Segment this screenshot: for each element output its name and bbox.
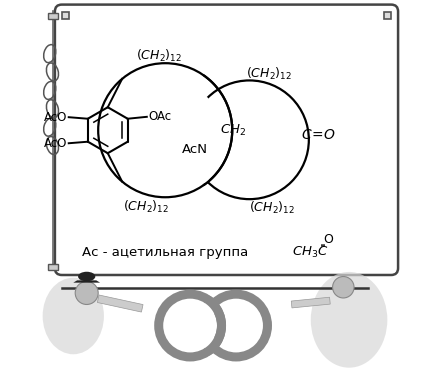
Text: AcO: AcO	[44, 111, 68, 124]
Text: $C\!=\!O$: $C\!=\!O$	[301, 128, 336, 142]
Text: AcO: AcO	[44, 137, 68, 150]
FancyArrow shape	[291, 297, 330, 308]
Circle shape	[75, 282, 98, 304]
Polygon shape	[73, 280, 100, 283]
FancyBboxPatch shape	[384, 12, 391, 19]
Ellipse shape	[43, 278, 104, 354]
Ellipse shape	[78, 272, 95, 281]
Text: $CH_3C$: $CH_3C$	[292, 245, 329, 260]
FancyBboxPatch shape	[62, 12, 69, 19]
FancyArrow shape	[97, 295, 143, 312]
Text: Ас - ацетильная группа: Ас - ацетильная группа	[82, 246, 249, 259]
Text: $(CH_2)_{12}$: $(CH_2)_{12}$	[123, 199, 169, 215]
Text: OAc: OAc	[148, 110, 171, 123]
Text: O: O	[323, 233, 333, 246]
Text: $(CH_2)_{12}$: $(CH_2)_{12}$	[249, 200, 295, 216]
Bar	[49, 264, 58, 270]
Text: $(CH_2)_{12}$: $(CH_2)_{12}$	[246, 65, 292, 82]
Ellipse shape	[311, 272, 387, 368]
Text: AcN: AcN	[182, 143, 208, 156]
Text: $CH_2$: $CH_2$	[220, 123, 246, 138]
Circle shape	[332, 277, 354, 298]
Text: $(CH_2)_{12}$: $(CH_2)_{12}$	[136, 47, 182, 64]
FancyBboxPatch shape	[55, 5, 398, 275]
Bar	[49, 13, 58, 19]
